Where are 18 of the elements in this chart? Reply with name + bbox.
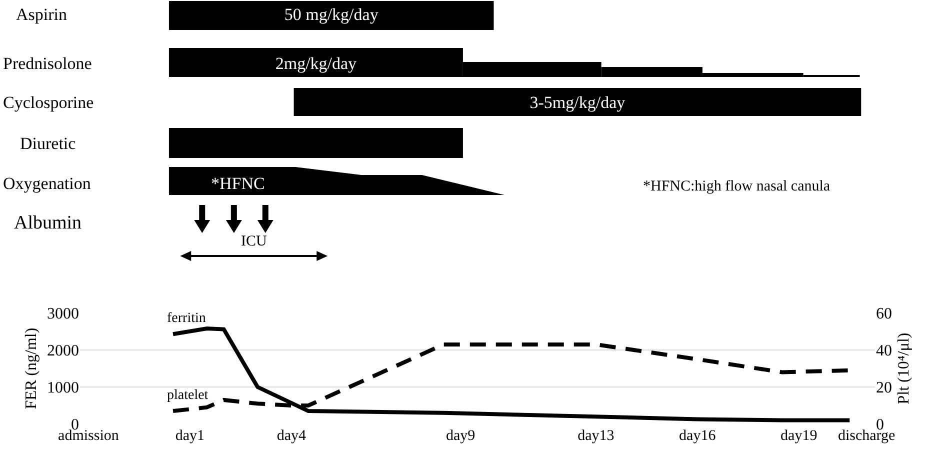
x-tick-label: day4 [276, 428, 307, 444]
series-label: ferritin [167, 311, 206, 326]
x-tick-label: day16 [679, 428, 716, 444]
y-tick-label: 2000 [47, 342, 79, 360]
y-axis-title: FER (ng/ml) [22, 328, 40, 410]
x-tick-label: day1 [175, 428, 205, 444]
x-tick-label: day9 [446, 428, 476, 444]
y-tick-label: 1000 [47, 380, 79, 397]
x-tick-label: day19 [780, 428, 818, 444]
text: ICU [240, 233, 267, 250]
y2-tick-label: 60 [876, 306, 892, 323]
y-tick-label: 3000 [47, 306, 79, 323]
x-tick-label: day13 [578, 428, 614, 444]
treatment-timeline: Aspirin 50 mg/kg/day Prednisolone 2mg/kg/day Cyclosporine 3-5mg/kg/day Diuretic Oxygenation *HFNC *HFNC:high flow nasal canula Albumin [3, 1, 862, 234]
y2-tick-label: 20 [876, 380, 892, 397]
series-label: platelet [167, 388, 208, 403]
y2-tick-label: 40 [876, 342, 892, 360]
y2-axis-title: Plt (10⁴/μl) [896, 332, 913, 404]
